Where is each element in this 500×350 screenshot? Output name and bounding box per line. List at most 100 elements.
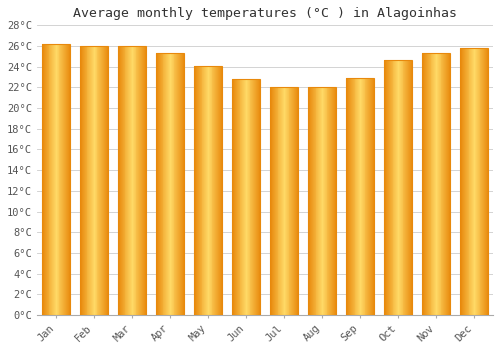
- Bar: [196, 66, 197, 315]
- Bar: [45, 44, 46, 315]
- Bar: [430, 53, 432, 315]
- Bar: [42, 44, 70, 315]
- Bar: [330, 88, 331, 315]
- Bar: [388, 61, 389, 315]
- Bar: [54, 44, 55, 315]
- Bar: [105, 46, 106, 315]
- Bar: [171, 53, 172, 315]
- Bar: [101, 46, 102, 315]
- Bar: [410, 61, 411, 315]
- Bar: [271, 88, 272, 315]
- Bar: [482, 48, 483, 315]
- Bar: [409, 61, 410, 315]
- Bar: [234, 79, 235, 315]
- Bar: [275, 88, 276, 315]
- Bar: [206, 66, 207, 315]
- Bar: [138, 46, 139, 315]
- Bar: [88, 46, 90, 315]
- Bar: [328, 88, 330, 315]
- Bar: [144, 46, 146, 315]
- Bar: [255, 79, 256, 315]
- Bar: [168, 53, 169, 315]
- Bar: [232, 79, 260, 315]
- Bar: [460, 48, 462, 315]
- Bar: [246, 79, 247, 315]
- Bar: [360, 78, 361, 315]
- Bar: [356, 78, 357, 315]
- Bar: [424, 53, 425, 315]
- Bar: [364, 78, 366, 315]
- Bar: [215, 66, 216, 315]
- Bar: [158, 53, 159, 315]
- Bar: [316, 88, 318, 315]
- Bar: [179, 53, 180, 315]
- Bar: [333, 88, 334, 315]
- Bar: [194, 66, 222, 315]
- Bar: [385, 61, 386, 315]
- Bar: [167, 53, 168, 315]
- Bar: [220, 66, 222, 315]
- Bar: [63, 44, 64, 315]
- Bar: [245, 79, 246, 315]
- Bar: [43, 44, 44, 315]
- Bar: [252, 79, 253, 315]
- Bar: [384, 61, 385, 315]
- Bar: [422, 53, 450, 315]
- Bar: [232, 79, 233, 315]
- Bar: [236, 79, 237, 315]
- Bar: [46, 44, 48, 315]
- Bar: [437, 53, 438, 315]
- Bar: [250, 79, 252, 315]
- Bar: [392, 61, 394, 315]
- Bar: [384, 61, 411, 315]
- Bar: [121, 46, 122, 315]
- Bar: [274, 88, 275, 315]
- Bar: [139, 46, 140, 315]
- Bar: [332, 88, 333, 315]
- Bar: [178, 53, 179, 315]
- Bar: [256, 79, 257, 315]
- Bar: [96, 46, 98, 315]
- Bar: [281, 88, 282, 315]
- Bar: [80, 46, 108, 315]
- Bar: [219, 66, 220, 315]
- Bar: [198, 66, 199, 315]
- Bar: [440, 53, 442, 315]
- Bar: [243, 79, 244, 315]
- Bar: [373, 78, 374, 315]
- Bar: [460, 48, 487, 315]
- Bar: [399, 61, 400, 315]
- Bar: [432, 53, 434, 315]
- Bar: [473, 48, 474, 315]
- Bar: [176, 53, 177, 315]
- Bar: [387, 61, 388, 315]
- Bar: [156, 53, 184, 315]
- Bar: [322, 88, 323, 315]
- Bar: [321, 88, 322, 315]
- Bar: [324, 88, 326, 315]
- Bar: [143, 46, 144, 315]
- Bar: [396, 61, 397, 315]
- Bar: [425, 53, 426, 315]
- Bar: [132, 46, 133, 315]
- Bar: [55, 44, 56, 315]
- Bar: [238, 79, 240, 315]
- Bar: [102, 46, 103, 315]
- Bar: [162, 53, 164, 315]
- Bar: [42, 44, 43, 315]
- Bar: [288, 88, 290, 315]
- Bar: [182, 53, 184, 315]
- Bar: [140, 46, 141, 315]
- Bar: [435, 53, 436, 315]
- Bar: [197, 66, 198, 315]
- Bar: [422, 53, 423, 315]
- Bar: [369, 78, 370, 315]
- Bar: [483, 48, 484, 315]
- Bar: [181, 53, 182, 315]
- Bar: [216, 66, 217, 315]
- Bar: [278, 88, 280, 315]
- Bar: [475, 48, 476, 315]
- Bar: [94, 46, 96, 315]
- Bar: [468, 48, 469, 315]
- Bar: [212, 66, 214, 315]
